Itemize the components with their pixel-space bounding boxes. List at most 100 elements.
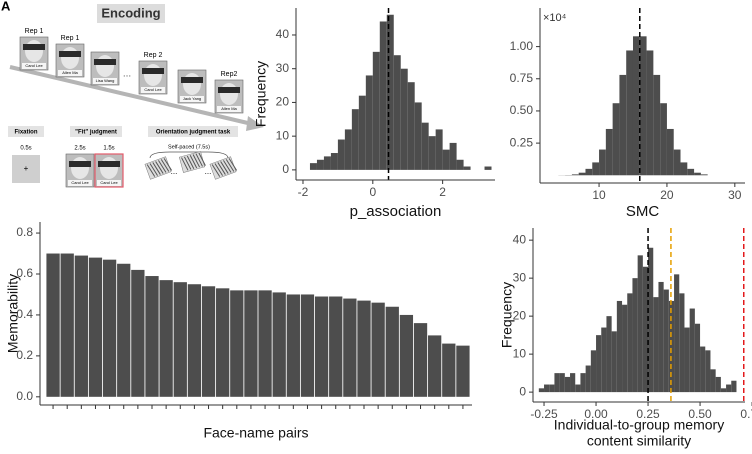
face-name: Carol Lee (100, 180, 118, 185)
bar (413, 323, 428, 397)
eye-mask (181, 77, 203, 83)
y-tick-label: 0.6 (16, 266, 33, 280)
histogram-bar (393, 55, 401, 170)
task-diagram: A Encoding ... Fixation 0.5s + "Fit" jud… (1, 0, 264, 188)
histogram-bar (689, 308, 695, 393)
histogram-bar (663, 289, 669, 393)
histogram-bar (627, 293, 633, 393)
histogram-bar (538, 388, 545, 393)
bar (88, 257, 103, 397)
histogram-bar (679, 293, 685, 393)
histogram-bar (673, 149, 681, 176)
histogram-bar (585, 168, 593, 176)
bar (117, 263, 131, 397)
face (71, 157, 89, 179)
y-tick-label: 20 (276, 95, 290, 109)
histogram-bar (309, 163, 317, 170)
histogram-bar (605, 128, 613, 176)
bar (357, 300, 371, 397)
bar (371, 302, 385, 397)
face (144, 64, 162, 86)
bar (159, 280, 173, 397)
y-tick-label: 30 (513, 270, 527, 284)
histogram-bar (715, 376, 721, 393)
name-box (68, 180, 92, 186)
bar (102, 259, 117, 397)
histogram-bar (323, 156, 331, 170)
rep-label: Rep2 (221, 71, 238, 78)
y-tick-label: 40 (276, 27, 290, 41)
x-tick-label: 2 (439, 185, 446, 199)
histogram-bar (632, 278, 638, 393)
fixation-title: Fixation (14, 130, 37, 136)
y-tick-label: 0.4 (16, 307, 33, 321)
grating-stripe (225, 159, 235, 172)
histogram-bar (720, 388, 727, 393)
y-axis-label: Memorability (5, 274, 21, 353)
eye-mask (69, 161, 91, 167)
grating-stripe (228, 158, 238, 171)
histogram-bar (726, 384, 732, 393)
histogram-bar (700, 174, 708, 176)
label-box (8, 126, 44, 137)
y-tick-label: 40 (513, 232, 527, 246)
histogram-bar (616, 300, 623, 393)
histogram-bar (442, 149, 450, 170)
histogram-bar (626, 50, 633, 176)
bar (442, 343, 456, 397)
histogram-bar (585, 365, 591, 393)
face-name: Lisa Wang (96, 78, 115, 83)
rep-label: Rep 2 (144, 52, 163, 59)
histogram-bar (400, 68, 408, 170)
y-tick-label: 0.0 (16, 389, 33, 403)
grating-stripe (146, 164, 156, 177)
histogram-bar (428, 136, 436, 170)
y-tick-label: 0.50 (510, 103, 534, 117)
bar (145, 276, 159, 397)
diagram-title: Encoding (101, 5, 160, 20)
histogram-bar (549, 384, 555, 393)
y-tick-label: 0 (519, 384, 526, 398)
x-tick-label: 0.25 (636, 407, 660, 421)
axis-multiplier: ×10⁴ (543, 12, 567, 24)
name-box (217, 106, 241, 112)
bar (230, 290, 244, 397)
histogram-bar (694, 172, 701, 176)
histogram-bar (642, 266, 649, 393)
histogram-bar (632, 36, 640, 176)
x-axis-label: Face-name pairs (203, 425, 308, 441)
bar (385, 306, 399, 397)
histogram-bar (731, 380, 737, 393)
histogram-bar (596, 335, 602, 393)
title-box (97, 4, 165, 23)
grating-stripe (198, 152, 206, 166)
grating-stripe (158, 160, 167, 173)
histogram-bar (680, 162, 688, 176)
arrow-head (246, 116, 264, 131)
histogram-bar (337, 139, 345, 170)
histogram-bar (590, 350, 597, 393)
face-name: Carol Lee (144, 87, 162, 92)
histogram-bar (449, 142, 457, 170)
histogram-bar (386, 14, 394, 170)
x-axis-label: content similarity (587, 433, 691, 449)
y-tick-label: 30 (276, 61, 290, 75)
label-box (148, 126, 238, 137)
grating-stripe (163, 158, 173, 171)
grating-stripe (192, 154, 201, 168)
histogram-bar (611, 331, 617, 393)
histogram-bar (414, 102, 422, 170)
bar (74, 255, 88, 397)
face (183, 73, 201, 95)
bar (60, 253, 74, 397)
grating-stripe (195, 153, 203, 167)
grating (144, 156, 173, 180)
bar (216, 288, 230, 397)
x-axis-label: Individual-to-group memory (554, 417, 724, 433)
x-tick-label: 30 (728, 188, 742, 202)
histogram-bar (612, 103, 620, 176)
histogram-bar (365, 75, 373, 170)
histogram-bar (694, 323, 701, 393)
face (61, 47, 79, 69)
ellipsis: ... (205, 167, 212, 176)
